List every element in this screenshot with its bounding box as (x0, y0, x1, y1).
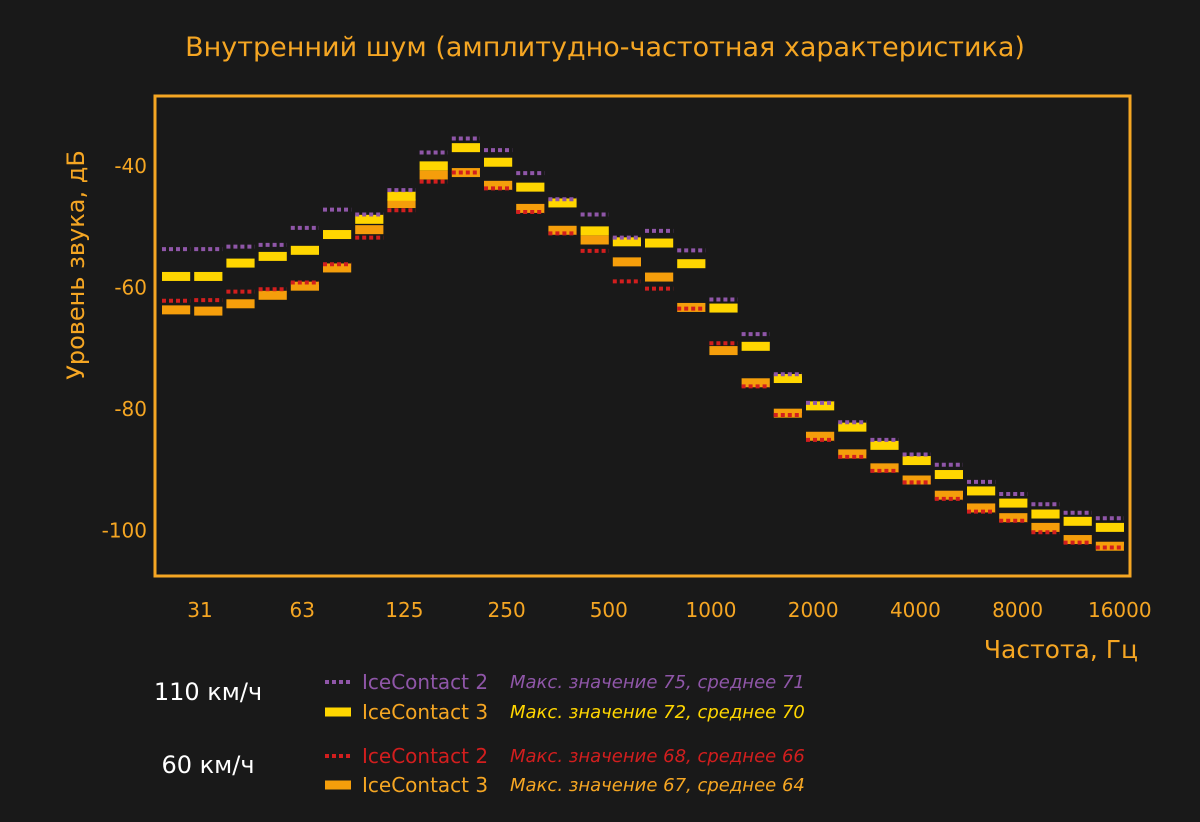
series-segment (999, 498, 1028, 508)
series-segment (677, 259, 706, 269)
x-tick-label: 1000 (686, 598, 737, 622)
series-segment (194, 271, 223, 281)
series-segment (870, 463, 899, 473)
legend-series-name: IceContact 3 (362, 700, 488, 724)
series-segment (387, 199, 416, 209)
series-segment (516, 182, 545, 192)
series-segment (290, 281, 319, 291)
x-axis-ticks: 31 63 125 250 500 1000 2000 4000 8000 16000 (187, 598, 1151, 622)
x-tick-label: 2000 (788, 598, 839, 622)
y-tick-label: -100 (102, 518, 147, 542)
series-segment (999, 513, 1028, 523)
series-segment (162, 305, 191, 315)
legend-series-note: Макс. значение 72, среднее 70 (510, 702, 805, 723)
series-segment (323, 263, 352, 273)
series-segment (419, 170, 448, 180)
series-segment (226, 258, 255, 268)
series-segment (162, 271, 191, 281)
series-segment (838, 449, 867, 459)
chart-title: Внутренний шум (амплитудно-частотная хар… (185, 32, 1025, 63)
legend-speed-label: 60 км/ч (161, 751, 254, 779)
legend: 110 км/ч 60 км/ч IceContact 2 Макс. значени… (154, 670, 805, 797)
series-segment (290, 245, 319, 255)
legend-swatch (325, 780, 351, 790)
series-segment (1063, 516, 1092, 526)
legend-series-note: Макс. значение 67, среднее 64 (510, 775, 805, 796)
series-segment (902, 456, 931, 466)
series-segment (934, 470, 963, 480)
series-segment (548, 198, 577, 208)
legend-speed-label: 110 км/ч (154, 678, 262, 706)
series-segment (580, 226, 609, 236)
series-segment (451, 143, 480, 153)
series-segment (258, 251, 287, 261)
series-segment (709, 346, 738, 356)
legend-series-note: Макс. значение 68, среднее 66 (510, 746, 805, 767)
y-tick-label: -60 (114, 275, 147, 299)
series-segment (1031, 509, 1060, 519)
y-tick-label: -80 (114, 397, 147, 421)
y-tick-label: -40 (114, 154, 147, 178)
series-segment (355, 214, 384, 224)
series-segment (484, 180, 513, 190)
series-1 (162, 136, 1124, 521)
x-tick-label: 250 (488, 598, 526, 622)
series-segment (934, 490, 963, 500)
series-segment (387, 191, 416, 201)
legend-series-name: IceContact 2 (362, 670, 488, 694)
series-segment (612, 237, 641, 247)
series-segment (516, 203, 545, 213)
legend-series-name: IceContact 2 (362, 744, 488, 768)
series-segment (806, 431, 835, 441)
series-segment (967, 503, 996, 513)
legend-series-name: IceContact 3 (362, 773, 488, 797)
y-axis-ticks: -40 -60 -80 -100 (102, 154, 147, 543)
x-tick-label: 125 (385, 598, 423, 622)
series-segment (741, 378, 770, 388)
x-tick-label: 63 (289, 598, 314, 622)
legend-swatch (325, 707, 351, 717)
series-segment (548, 225, 577, 235)
series-segment (258, 290, 287, 300)
series-segment (741, 341, 770, 351)
x-tick-label: 500 (590, 598, 628, 622)
series-segment (645, 238, 674, 248)
plot-area-frame (153, 94, 1132, 578)
series-segment (1031, 522, 1060, 532)
series-segment (1095, 522, 1124, 532)
legend-series-note: Макс. значение 75, среднее 71 (510, 672, 805, 693)
series-segment (355, 225, 384, 235)
series-segment (612, 257, 641, 267)
x-tick-label: 31 (187, 598, 212, 622)
series-segment (580, 235, 609, 245)
series-layer (162, 136, 1124, 551)
series-segment (194, 306, 223, 316)
y-axis-label: Уровень звука, дБ (62, 150, 90, 380)
x-tick-label: 16000 (1088, 598, 1152, 622)
series-segment (226, 299, 255, 309)
series-segment (838, 422, 867, 432)
series-segment (645, 272, 674, 282)
x-tick-label: 4000 (890, 598, 941, 622)
series-segment (773, 374, 802, 384)
x-axis-label: Частота, Гц (984, 635, 1138, 664)
series-2 (162, 143, 1124, 532)
series-segment (806, 401, 835, 411)
series-3 (162, 170, 1124, 550)
series-segment (323, 230, 352, 240)
series-segment (484, 157, 513, 167)
series-segment (967, 486, 996, 496)
x-tick-label: 8000 (992, 598, 1043, 622)
series-segment (902, 475, 931, 485)
series-segment (1063, 535, 1092, 545)
series-segment (870, 440, 899, 450)
series-segment (709, 303, 738, 313)
series-segment (419, 161, 448, 171)
